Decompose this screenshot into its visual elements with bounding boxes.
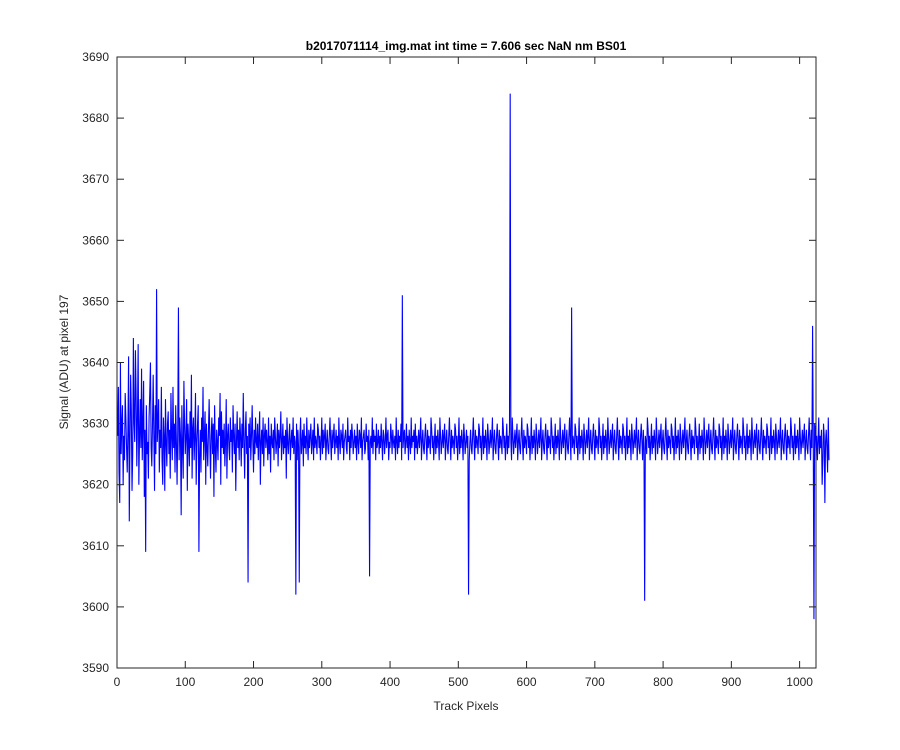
x-tick-label: 300 [312, 675, 332, 689]
plot-area [116, 56, 817, 669]
x-tick-label: 1000 [786, 675, 813, 689]
y-tick-label: 3690 [82, 50, 109, 64]
y-axis: 3590 3600 3610 3620 3630 3640 3650 3660 3670 3680… [82, 50, 816, 675]
x-tick-label: 600 [517, 675, 537, 689]
x-tick-label: 900 [721, 675, 741, 689]
y-tick-label: 3660 [82, 233, 109, 247]
y-tick-label: 3620 [82, 478, 109, 492]
y-tick-label: 3590 [82, 661, 109, 675]
series-line-0 [117, 93, 830, 620]
y-tick-label: 3630 [82, 417, 109, 431]
x-tick-label: 200 [244, 675, 264, 689]
x-axis-label: Track Pixels [434, 699, 499, 713]
y-axis-label: Signal (ADU) at pixel 197 [57, 294, 71, 429]
y-tick-label: 3600 [82, 600, 109, 614]
y-tick-label: 3640 [82, 356, 109, 370]
chart-title: b2017071114_img.mat int time = 7.606 sec… [306, 39, 627, 53]
x-tick-label: 0 [114, 675, 121, 689]
x-tick-label: 800 [653, 675, 673, 689]
x-tick-label: 700 [585, 675, 605, 689]
x-tick-label: 400 [380, 675, 400, 689]
y-tick-label: 3680 [82, 111, 109, 125]
y-tick-label: 3610 [82, 539, 109, 553]
series-group [117, 93, 830, 620]
x-tick-label: 100 [175, 675, 195, 689]
y-tick-label: 3650 [82, 294, 109, 308]
x-axis: 0 100 200 300 400 500 600 700 800 900 1000 [114, 57, 813, 689]
x-tick-label: 500 [448, 675, 468, 689]
y-tick-label: 3670 [82, 172, 109, 186]
